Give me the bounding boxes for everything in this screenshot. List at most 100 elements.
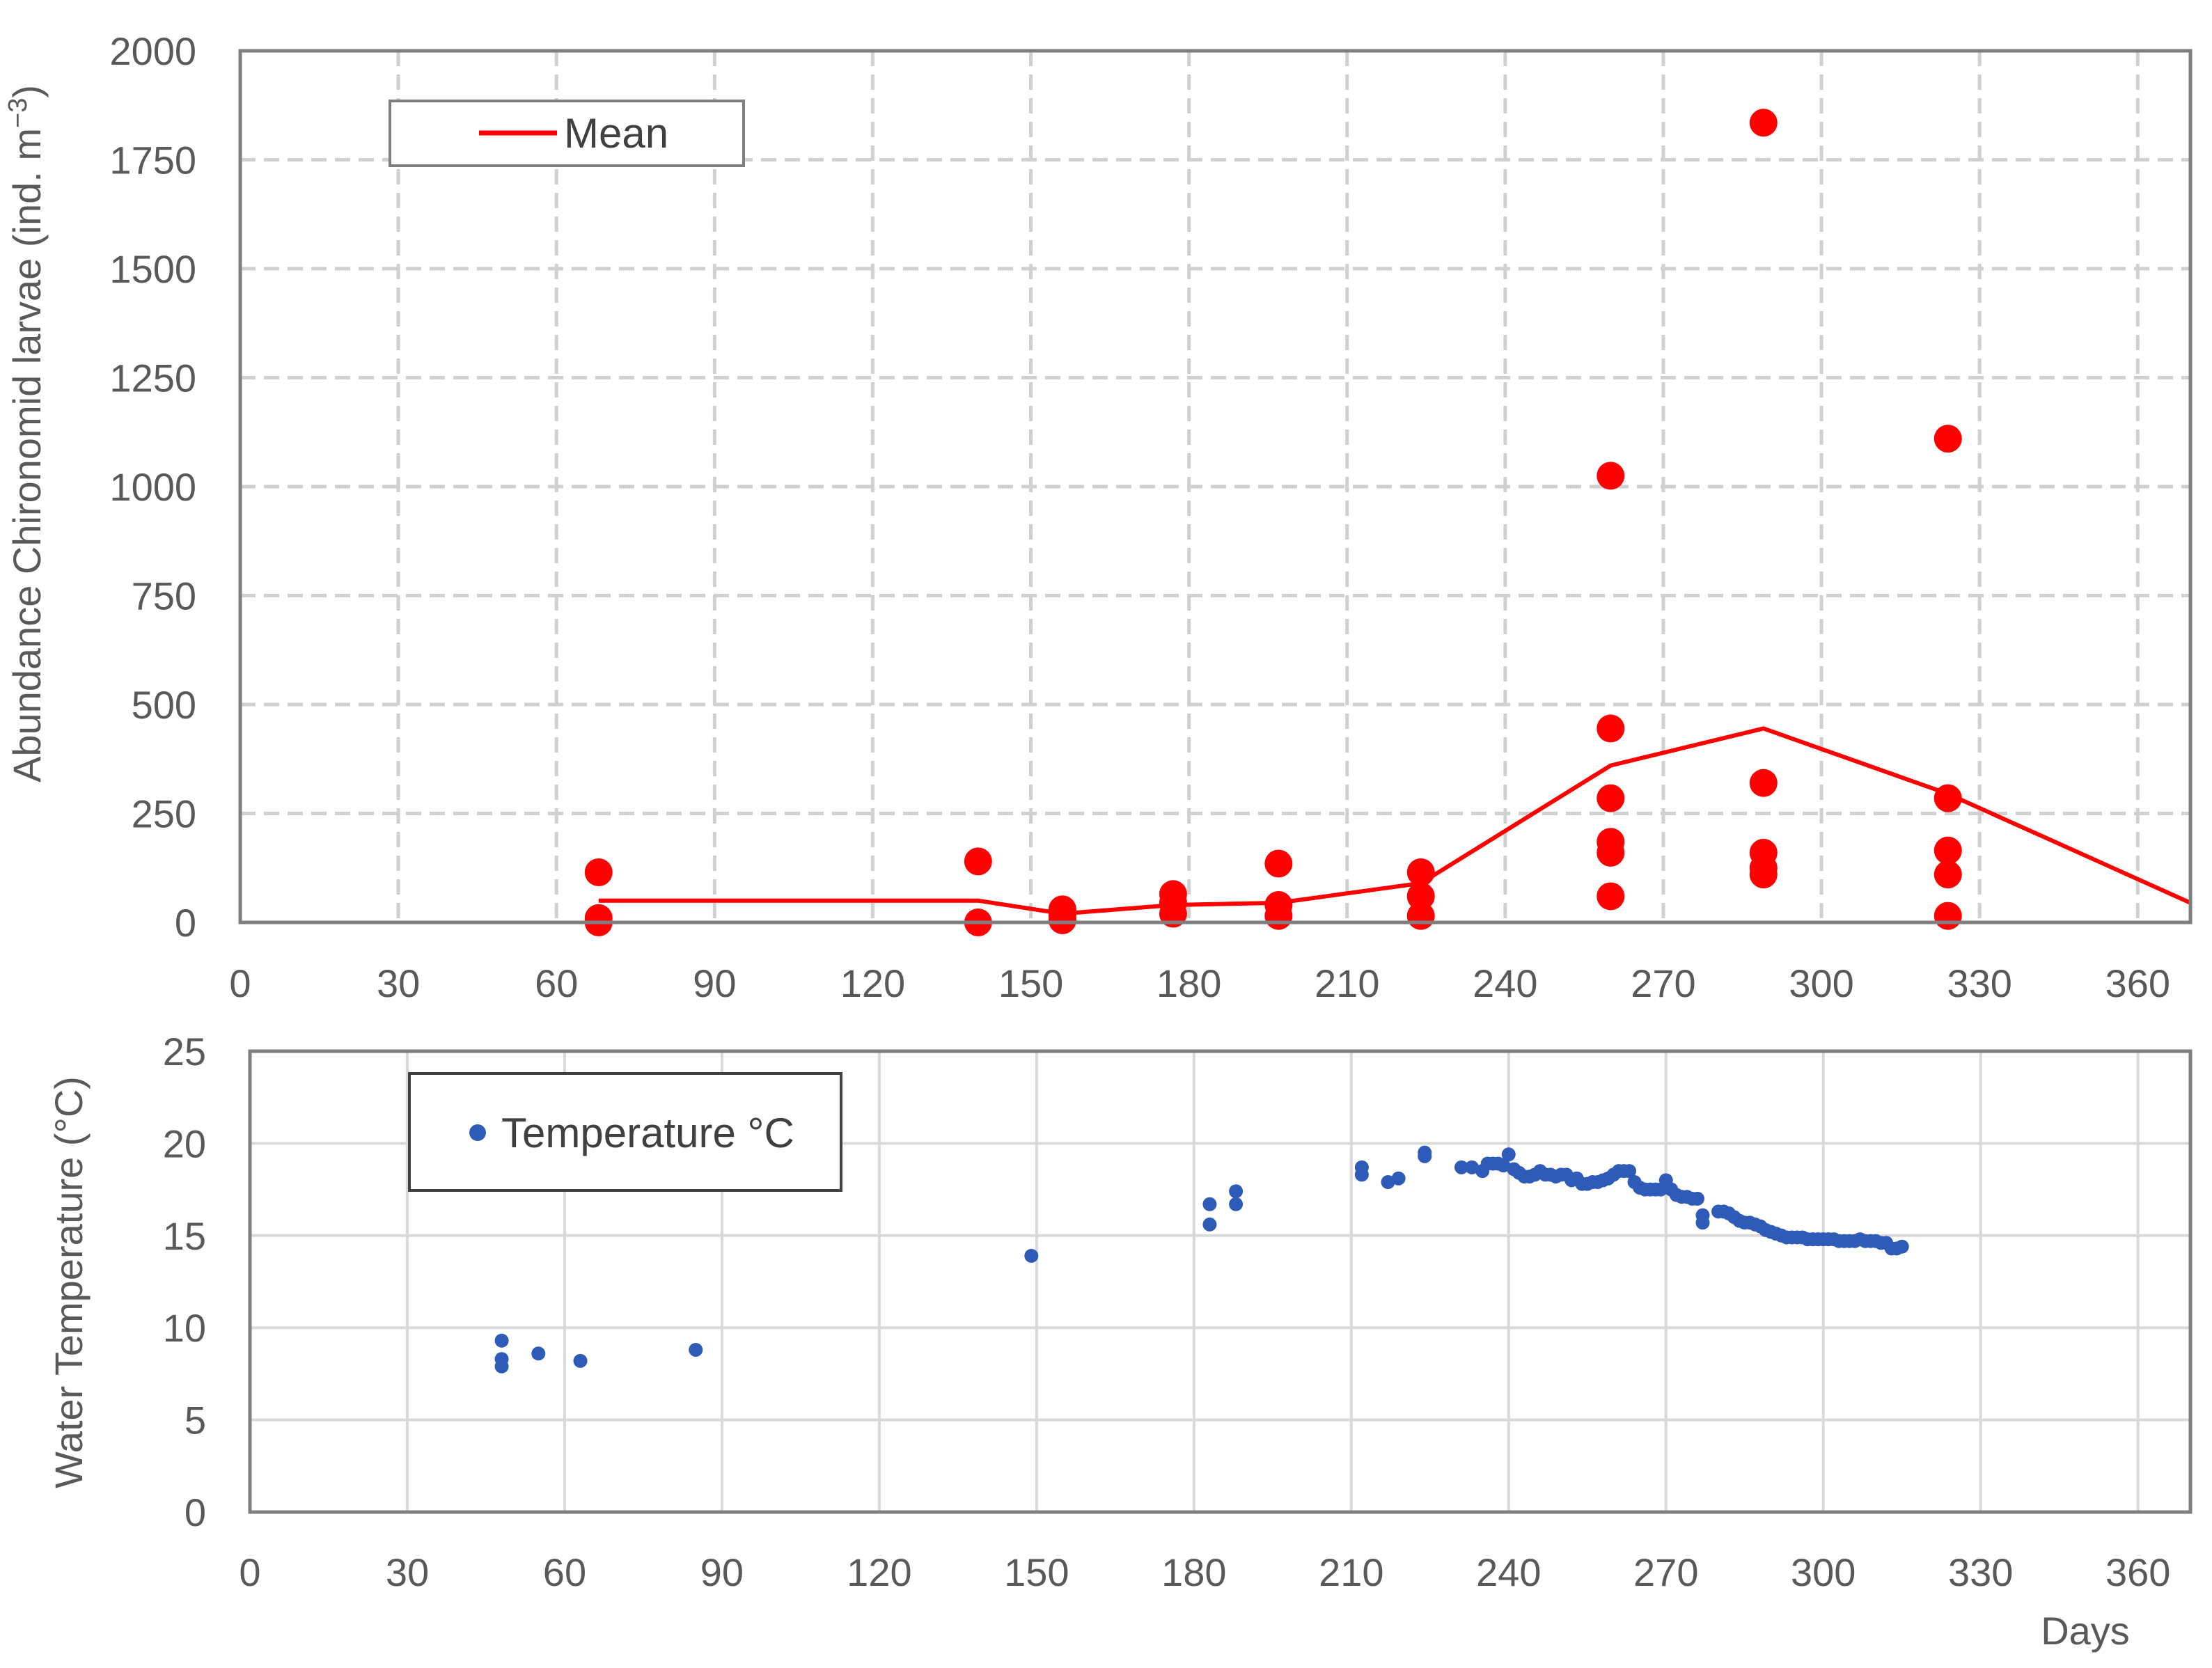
abundance-x-tick-label: 0 bbox=[229, 961, 251, 1005]
abundance-point bbox=[1933, 902, 1962, 930]
abundance-point bbox=[1406, 902, 1435, 930]
temperature-x-tick-label: 90 bbox=[700, 1550, 744, 1594]
temperature-plot-frame bbox=[248, 1049, 2193, 1514]
temperature-point bbox=[494, 1333, 509, 1348]
temperature-point bbox=[1496, 1158, 1511, 1173]
temperature-point bbox=[1391, 1171, 1406, 1186]
temperature-point bbox=[1354, 1167, 1369, 1182]
abundance-x-tick-label: 60 bbox=[535, 961, 578, 1005]
abundance-point bbox=[1749, 769, 1778, 797]
temperature-x-tick-label: 300 bbox=[1791, 1550, 1856, 1594]
temperature-x-tick-label: 30 bbox=[386, 1550, 429, 1594]
temperature-legend-label: Temperature °C bbox=[501, 1110, 794, 1156]
abundance-x-tick-label: 300 bbox=[1789, 961, 1853, 1005]
temperature-tick-labels: 0 30 60 90 120 150 180 210 240 270 300 330 360 0 5 10 15… bbox=[163, 1030, 2171, 1594]
abundance-point bbox=[1933, 784, 1962, 812]
abundance-x-tick-label: 30 bbox=[377, 961, 420, 1005]
abundance-x-tick-label: 330 bbox=[1947, 961, 2011, 1005]
abundance-point bbox=[1406, 858, 1435, 887]
abundance-chart: 0 30 60 90 120 150 180 210 240 270 300 330 360 0 250 50… bbox=[3, 29, 2193, 1005]
abundance-x-tick-label: 360 bbox=[2105, 961, 2170, 1005]
abundance-x-tick-label: 90 bbox=[693, 961, 736, 1005]
temperature-y-tick-label: 25 bbox=[163, 1030, 206, 1073]
temperature-point bbox=[494, 1359, 509, 1374]
temperature-x-axis-label: Days bbox=[2041, 1609, 2130, 1653]
abundance-point bbox=[1749, 109, 1778, 137]
abundance-plot-frame bbox=[238, 49, 2193, 925]
abundance-point bbox=[1597, 882, 1625, 911]
abundance-point bbox=[1597, 838, 1625, 867]
abundance-legend: Mean bbox=[389, 100, 745, 167]
abundance-y-tick-label: 250 bbox=[132, 792, 196, 836]
temperature-y-tick-label: 10 bbox=[163, 1306, 206, 1350]
temperature-point bbox=[1229, 1184, 1244, 1199]
abundance-point bbox=[1406, 882, 1435, 911]
temperature-point bbox=[1381, 1175, 1395, 1190]
abundance-point bbox=[964, 847, 992, 876]
abundance-x-tick-label: 150 bbox=[998, 961, 1063, 1005]
abundance-grid bbox=[240, 49, 2190, 922]
temperature-x-tick-label: 0 bbox=[239, 1550, 260, 1594]
abundance-y-tick-label: 1500 bbox=[109, 247, 196, 291]
mean-legend-label: Mean bbox=[564, 110, 668, 157]
abundance-point bbox=[1159, 899, 1187, 928]
abundance-point bbox=[584, 858, 613, 887]
temperature-point bbox=[1454, 1160, 1468, 1174]
abundance-point bbox=[1597, 462, 1625, 490]
temperature-point bbox=[1695, 1215, 1710, 1230]
abundance-point bbox=[1264, 902, 1293, 930]
abundance-y-tick-label: 1250 bbox=[109, 356, 196, 400]
temperature-y-tick-label: 20 bbox=[163, 1122, 206, 1165]
abundance-x-tick-label: 270 bbox=[1631, 961, 1695, 1005]
abundance-legend-box bbox=[389, 100, 745, 167]
abundance-y-tick-label: 750 bbox=[132, 574, 196, 618]
abundance-y-tick-label: 500 bbox=[132, 683, 196, 727]
temperature-point bbox=[1418, 1149, 1432, 1163]
temperature-x-tick-label: 120 bbox=[847, 1550, 911, 1594]
mean-line bbox=[598, 726, 2192, 916]
temperature-x-tick-label: 210 bbox=[1319, 1550, 1383, 1594]
temperature-x-tick-label: 240 bbox=[1476, 1550, 1541, 1594]
temperature-series bbox=[494, 1145, 1909, 1374]
abundance-y-tick-label: 1750 bbox=[109, 139, 196, 182]
temperature-chart: 0 30 60 90 120 150 180 210 240 270 300 330 360 0 5 10 15… bbox=[47, 1030, 2193, 1653]
temperature-y-tick-label: 5 bbox=[185, 1399, 206, 1442]
temperature-point bbox=[1229, 1197, 1244, 1211]
abundance-x-tick-label: 120 bbox=[840, 961, 905, 1005]
abundance-x-tick-label: 180 bbox=[1156, 961, 1221, 1005]
abundance-point bbox=[1048, 906, 1076, 934]
abundance-y-axis-label: Abundance Chironomid larvae (ind. m−3) bbox=[3, 85, 49, 782]
temperature-y-axis-label: Water Temperature (°C) bbox=[47, 1076, 91, 1488]
temperature-point bbox=[1622, 1164, 1637, 1179]
abundance-point bbox=[1264, 849, 1293, 878]
abundance-point bbox=[1597, 714, 1625, 743]
abundance-y-tick-label: 1000 bbox=[109, 465, 196, 509]
temperature-point bbox=[531, 1346, 546, 1361]
temperature-point bbox=[689, 1342, 703, 1357]
abundance-point bbox=[1933, 425, 1962, 453]
abundance-x-tick-label: 240 bbox=[1473, 961, 1537, 1005]
temperature-x-tick-label: 270 bbox=[1633, 1550, 1698, 1594]
temperature-y-tick-label: 15 bbox=[163, 1214, 206, 1258]
temperature-x-tick-label: 360 bbox=[2105, 1550, 2170, 1594]
temperature-point bbox=[1202, 1217, 1217, 1232]
temperature-x-tick-label: 150 bbox=[1004, 1550, 1069, 1594]
abundance-x-tick-label: 210 bbox=[1315, 961, 1379, 1005]
temperature-point bbox=[1895, 1239, 1909, 1254]
abundance-point bbox=[1749, 860, 1778, 889]
temperature-point bbox=[1465, 1160, 1480, 1174]
temperature-legend-swatch bbox=[469, 1124, 486, 1141]
abundance-point bbox=[1597, 784, 1625, 812]
temperature-point bbox=[573, 1353, 588, 1368]
temperature-x-tick-label: 330 bbox=[1948, 1550, 2013, 1594]
temperature-legend: Temperature °C bbox=[408, 1072, 842, 1192]
abundance-tick-labels: 0 30 60 90 120 150 180 210 240 270 300 330 360 0 250 50… bbox=[109, 29, 2170, 1005]
temperature-point bbox=[1501, 1147, 1516, 1162]
abundance-y-tick-label: 2000 bbox=[109, 29, 196, 73]
abundance-point bbox=[1933, 860, 1962, 889]
temperature-x-tick-label: 180 bbox=[1161, 1550, 1226, 1594]
temperature-point bbox=[1202, 1197, 1217, 1211]
abundance-point bbox=[1933, 836, 1962, 865]
temperature-x-tick-label: 60 bbox=[543, 1550, 586, 1594]
